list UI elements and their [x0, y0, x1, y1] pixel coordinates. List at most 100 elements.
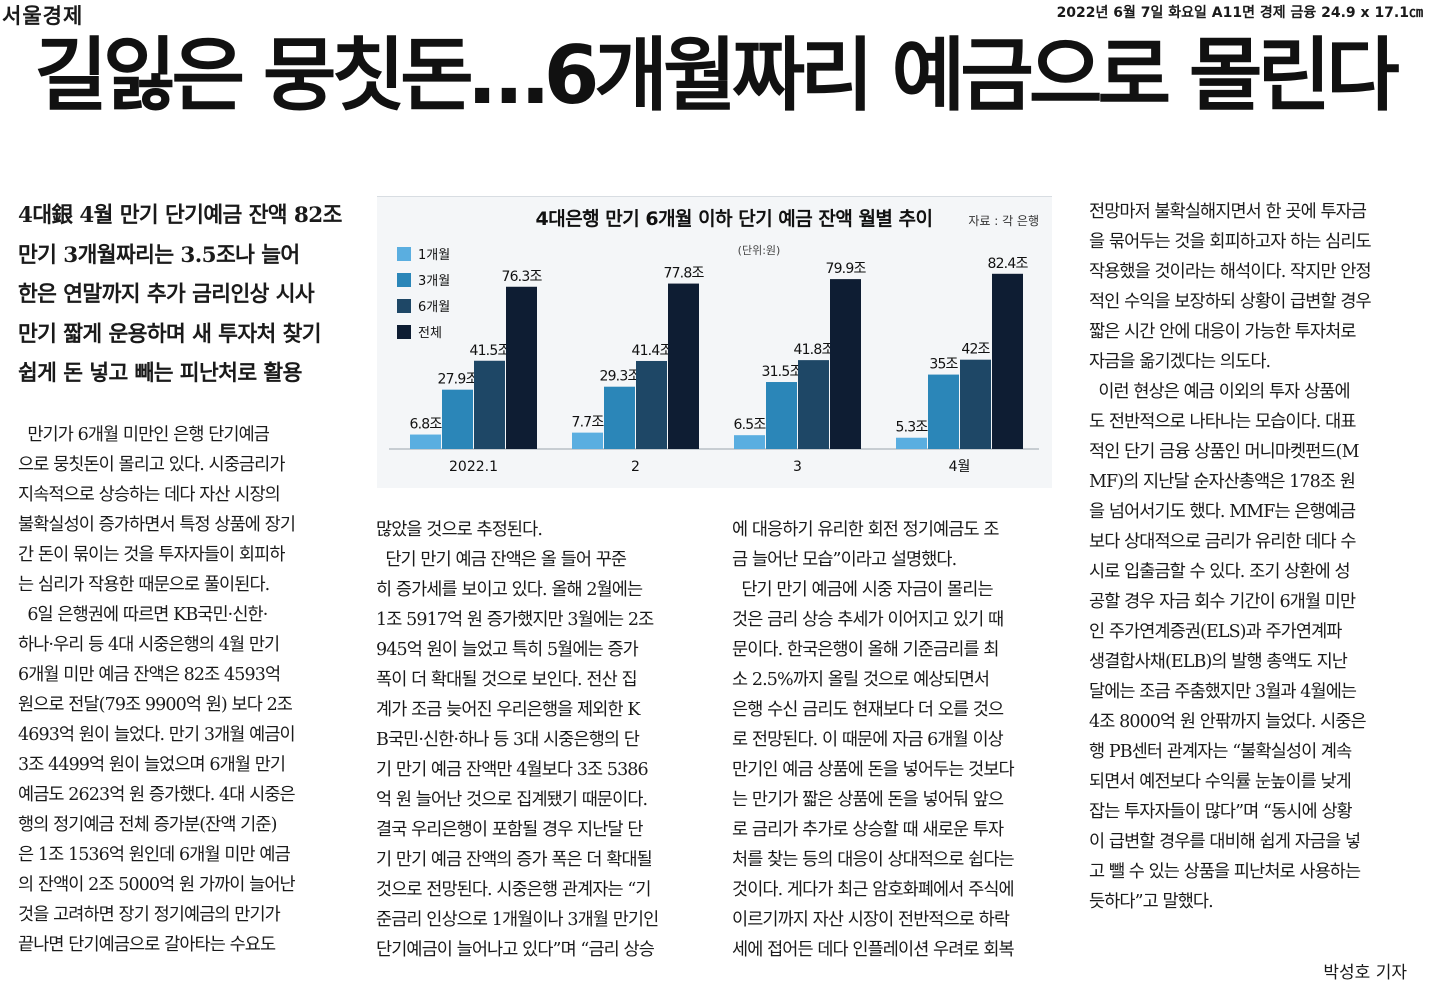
body-text-line: 것으로 전망된다. 시중은행 관계자는 “기 [376, 880, 651, 900]
body-text-line: 소 2.5%까지 올릴 것으로 예상되면서 [732, 670, 990, 690]
bar-chart: 4대은행 만기 6개월 이하 단기 예금 잔액 월별 추이 자료 : 각 은행 (단… [377, 196, 1052, 488]
body-text-line: 을 묶어두는 것을 회피하고자 하는 심리도 [1089, 232, 1372, 252]
body-text-line: 로 금리가 추가로 상승할 때 새로운 투자 [732, 820, 1004, 840]
body-text-line: 폭이 더 확대될 것으로 보인다. 전산 집 [376, 670, 638, 690]
chart-canvas: 4대은행 만기 6개월 이하 단기 예금 잔액 월별 추이 자료 : 각 은행 (단… [389, 208, 1039, 475]
chart-unit: (단위:원) [738, 244, 781, 257]
body-text-line: 행 PB센터 관계자는 “불확실성이 계속 [1089, 742, 1352, 762]
body-text-line: MF)의 지난달 순자산총액은 178조 원 [1089, 472, 1356, 492]
byline: 박성호 기자 [1323, 963, 1407, 983]
bar [636, 360, 667, 449]
body-text-line: 것이다. 게다가 최근 암호화폐에서 주식에 [732, 880, 1015, 900]
bar-value-label: 35조 [929, 357, 958, 373]
body-text-line: 3조 4499억 원이 늘었으며 6개월 만기 [18, 755, 286, 775]
body-text-line: 이르기까지 자산 시장이 전반적으로 하락 [732, 910, 1010, 930]
bar [506, 286, 537, 449]
body-text-line: 하나·우리 등 4대 시중은행의 4월 만기 [18, 635, 280, 655]
body-text-line: 으로 뭉칫돈이 몰리고 있다. 시중금리가 [18, 455, 285, 475]
bar [668, 283, 699, 449]
body-text-line: 생결합사채(ELB)의 발행 총액도 지난 [1089, 652, 1348, 672]
body-text-line: 세에 접어든 데다 인플레이션 우려로 회복 [732, 940, 1015, 960]
bar-value-label: 41.5조 [469, 343, 510, 359]
article-column-2: 많았을 것으로 추정된다. 단기 만기 예금 잔액은 올 들어 꾸준 히 증가세를… [376, 515, 696, 965]
legend-label: 1개월 [418, 248, 450, 263]
body-text-line: 이런 현상은 예금 이외의 투자 상품에 [1089, 382, 1350, 402]
body-text-line: 만기인 예금 상품에 돈을 넣어두는 것보다 [732, 760, 1015, 780]
bar-value-label: 7.7조 [572, 415, 605, 431]
headline: 길잃은 뭉칫돈…6개월짜리 예금으로 몰린다 [34, 29, 1399, 122]
body-text-line: 적인 수익을 보장하되 상황이 급변할 경우 [1089, 292, 1372, 312]
masthead: 서울경제 [2, 4, 84, 28]
body-text-line: 것을 고려하면 장기 정기예금의 만기가 [18, 905, 281, 925]
x-tick-label: 2 [631, 459, 640, 475]
body-text-line: 끝나면 단기예금으로 갈아타는 수요도 [18, 935, 276, 955]
body-text-line: 되면서 예전보다 수익률 눈높이를 낮게 [1089, 772, 1352, 792]
x-tick-label: 3 [793, 459, 802, 475]
bar-value-label: 31.5조 [761, 364, 802, 380]
bar-value-label: 41.8조 [793, 342, 834, 358]
article-column-4: 전망마저 불확실해지면서 한 곳에 투자금 을 묶어두는 것을 회피하고자 하는 … [1089, 197, 1414, 917]
bar [604, 386, 635, 449]
bar [442, 389, 473, 449]
article-column-1: 만기가 6개월 미만인 은행 단기예금 으로 뭉칫돈이 몰리고 있다. 시중금리가… [18, 420, 343, 960]
subheadline: 4대銀 4월 만기 단기예금 잔액 82조 [18, 203, 342, 228]
dateline: 2022년 6월 7일 화요일 A11면 경제 금융 24.9 x 17.1㎝ [1056, 5, 1423, 21]
body-text-line: 불확실성이 증가하면서 특정 상품에 장기 [18, 515, 296, 535]
bar [830, 279, 861, 449]
bar-value-label: 27.9조 [437, 372, 478, 388]
body-text-line: 인 주가연계증권(ELS)과 주가연계파 [1089, 622, 1342, 642]
body-text-line: 에 대응하기 유리한 회전 정기예금도 조 [732, 520, 999, 540]
legend-label: 6개월 [418, 300, 450, 315]
bar-value-label: 82.4조 [987, 256, 1028, 272]
body-text-line: 은행 수신 금리도 현재보다 더 오를 것으 [732, 700, 1004, 720]
body-text-line: 결국 우리은행이 포함될 경우 지난달 단 [376, 820, 643, 840]
bar [474, 360, 505, 449]
legend-swatch [397, 299, 411, 313]
body-text-line: 지속적으로 상승하는 데다 자산 시장의 [18, 485, 281, 505]
bar-value-label: 76.3조 [501, 269, 542, 285]
body-text-line: 단기예금이 늘어나고 있다”며 “금리 상승 [376, 940, 655, 960]
body-text-line: 보다 상대적으로 금리가 유리한 데다 수 [1089, 532, 1356, 552]
subheadline: 한은 연말까지 추가 금리인상 시사 [18, 282, 315, 307]
body-text-line: 계가 조금 늦어진 우리은행을 제외한 K [376, 700, 640, 720]
bar [734, 435, 765, 449]
body-text-line: 처를 찾는 등의 대응이 상대적으로 쉽다는 [732, 850, 1015, 870]
body-text-line: 달에는 조금 주춤했지만 3월과 4월에는 [1089, 682, 1357, 702]
bar-value-label: 6.8조 [410, 417, 443, 433]
body-text-line: 적인 단기 금융 상품인 머니마켓펀드(M [1089, 442, 1360, 462]
body-text-line: 작용했을 것이라는 해석이다. 작지만 안정 [1089, 262, 1372, 282]
bar [992, 273, 1023, 449]
bar [572, 432, 603, 449]
chart-source: 자료 : 각 은행 [968, 213, 1039, 228]
bar [410, 434, 441, 449]
body-text-line: 6개월 미만 예금 잔액은 82조 4593억 [18, 665, 281, 685]
body-text-line: 예금도 2623억 원 증가했다. 4대 시중은 [18, 785, 296, 805]
bar-value-label: 6.5조 [734, 417, 767, 433]
body-text-line: 단기 만기 예금에 시중 자금이 몰리는 [732, 580, 993, 600]
bar [928, 374, 959, 449]
body-text-line: 은 1조 1536억 원인데 6개월 미만 예금 [18, 845, 291, 865]
body-text-line: 억 원 늘어난 것으로 집계됐기 때문이다. [376, 790, 648, 810]
body-text-line: 것은 금리 상승 추세가 이어지고 있기 때 [732, 610, 1004, 630]
body-text-line: 원으로 전달(79조 9900억 원) 보다 2조 [18, 695, 293, 715]
body-text-line: 의 잔액이 2조 5000억 원 가까이 늘어난 [18, 875, 296, 895]
body-text-line: 금 늘어난 모습”이라고 설명했다. [732, 550, 957, 570]
subheadline: 만기 짧게 운용하며 새 투자처 찾기 [18, 321, 322, 347]
body-text-line: 는 만기가 짧은 상품에 돈을 넣어둬 앞으 [732, 790, 1004, 810]
x-tick-label: 2022.1 [449, 459, 498, 475]
body-text-line: 히 증가세를 보이고 있다. 올해 2월에는 [376, 580, 643, 600]
body-text-line: 준금리 인상으로 1개월이나 3개월 만기인 [376, 910, 659, 930]
chart-title: 4대은행 만기 6개월 이하 단기 예금 잔액 월별 추이 [536, 208, 933, 230]
body-text-line: 문이다. 한국은행이 올해 기준금리를 최 [732, 640, 999, 660]
body-text-line: 는 심리가 작용한 때문으로 풀이된다. [18, 575, 270, 595]
body-text-line: 많았을 것으로 추정된다. [376, 520, 543, 540]
legend-swatch [397, 325, 411, 339]
bar [896, 437, 927, 449]
body-text-line: 4693억 원이 늘었다. 만기 3개월 예금이 [18, 725, 296, 745]
body-text-line: 짧은 시간 안에 대응이 가능한 투자처로 [1089, 322, 1356, 342]
body-text-line: 공할 경우 자금 회수 기간이 6개월 미만 [1089, 592, 1356, 612]
body-text-line: 행의 정기예금 전체 증가분(잔액 기준) [18, 815, 277, 835]
body-text-line: 로 전망된다. 이 때문에 자금 6개월 이상 [732, 730, 1004, 750]
bar-value-label: 41.4조 [631, 343, 672, 359]
